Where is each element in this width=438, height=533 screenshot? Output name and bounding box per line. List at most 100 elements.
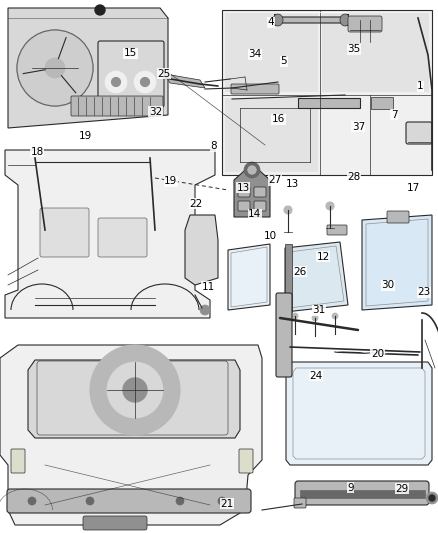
Polygon shape (322, 13, 429, 92)
Text: 12: 12 (317, 252, 330, 262)
Circle shape (218, 497, 226, 505)
Circle shape (28, 497, 36, 505)
FancyBboxPatch shape (276, 293, 292, 377)
Text: 7: 7 (391, 110, 398, 119)
Circle shape (200, 305, 210, 315)
Circle shape (141, 78, 149, 86)
Circle shape (95, 5, 105, 15)
Text: 30: 30 (381, 280, 394, 290)
Text: 29: 29 (396, 484, 409, 494)
Circle shape (292, 313, 298, 319)
FancyBboxPatch shape (254, 201, 266, 211)
Text: 5: 5 (280, 56, 287, 66)
Polygon shape (225, 98, 318, 172)
Text: 19: 19 (164, 176, 177, 186)
FancyBboxPatch shape (371, 97, 393, 109)
FancyBboxPatch shape (40, 208, 89, 257)
FancyBboxPatch shape (98, 218, 147, 257)
FancyBboxPatch shape (238, 187, 250, 197)
Text: 20: 20 (371, 350, 384, 359)
Text: 34: 34 (248, 50, 261, 59)
Text: 26: 26 (293, 267, 307, 277)
Text: 22: 22 (190, 199, 203, 208)
Circle shape (134, 71, 156, 93)
Circle shape (426, 492, 438, 504)
Circle shape (176, 497, 184, 505)
Circle shape (86, 497, 94, 505)
Text: 24: 24 (310, 371, 323, 381)
Text: 31: 31 (312, 305, 325, 315)
Text: 18: 18 (31, 147, 44, 157)
Text: 10: 10 (264, 231, 277, 240)
Text: 17: 17 (407, 183, 420, 192)
Circle shape (312, 315, 318, 321)
Text: 27: 27 (268, 175, 282, 185)
FancyBboxPatch shape (11, 449, 25, 473)
Circle shape (90, 345, 180, 435)
FancyBboxPatch shape (83, 516, 147, 530)
Text: 8: 8 (210, 141, 217, 151)
Polygon shape (225, 13, 318, 92)
Ellipse shape (340, 14, 350, 26)
Polygon shape (234, 164, 270, 217)
Circle shape (105, 71, 127, 93)
Circle shape (112, 78, 120, 86)
Text: 25: 25 (158, 69, 171, 78)
Text: 32: 32 (149, 107, 162, 117)
Polygon shape (0, 345, 262, 525)
FancyBboxPatch shape (300, 490, 425, 498)
Polygon shape (222, 10, 432, 175)
Text: 13: 13 (237, 183, 250, 192)
Polygon shape (28, 360, 240, 438)
Circle shape (429, 495, 435, 501)
FancyBboxPatch shape (348, 16, 382, 32)
Text: 16: 16 (272, 115, 285, 124)
FancyBboxPatch shape (275, 14, 348, 26)
Circle shape (326, 202, 334, 210)
Circle shape (107, 362, 163, 418)
Text: 37: 37 (352, 122, 365, 132)
FancyBboxPatch shape (238, 201, 250, 211)
FancyBboxPatch shape (387, 211, 409, 223)
Polygon shape (286, 362, 432, 465)
FancyBboxPatch shape (231, 84, 279, 94)
FancyBboxPatch shape (298, 98, 360, 108)
Text: 35: 35 (347, 44, 360, 54)
Circle shape (45, 58, 65, 78)
Text: 13: 13 (286, 179, 299, 189)
Text: 14: 14 (248, 209, 261, 219)
Text: 1: 1 (417, 82, 424, 91)
Text: 21: 21 (220, 499, 233, 508)
Text: 15: 15 (124, 49, 137, 58)
FancyBboxPatch shape (294, 498, 306, 508)
FancyBboxPatch shape (295, 481, 429, 505)
Polygon shape (5, 150, 215, 318)
Circle shape (17, 30, 93, 106)
FancyBboxPatch shape (254, 187, 266, 197)
Circle shape (284, 206, 292, 214)
FancyBboxPatch shape (285, 244, 292, 312)
Circle shape (248, 166, 256, 174)
Polygon shape (185, 215, 218, 285)
Text: 4: 4 (267, 18, 274, 27)
Text: 28: 28 (347, 172, 360, 182)
FancyBboxPatch shape (327, 225, 347, 235)
Polygon shape (362, 215, 432, 310)
FancyBboxPatch shape (98, 41, 164, 107)
FancyBboxPatch shape (406, 122, 432, 144)
FancyBboxPatch shape (7, 489, 251, 513)
Text: 23: 23 (417, 287, 431, 297)
Polygon shape (165, 74, 205, 88)
Ellipse shape (273, 14, 283, 26)
FancyBboxPatch shape (37, 361, 228, 435)
Circle shape (244, 162, 260, 178)
Polygon shape (8, 8, 168, 128)
Polygon shape (228, 244, 270, 310)
FancyBboxPatch shape (239, 449, 253, 473)
Text: 11: 11 (201, 282, 215, 292)
Circle shape (123, 378, 147, 402)
Circle shape (332, 313, 338, 319)
FancyBboxPatch shape (71, 96, 163, 116)
Polygon shape (285, 242, 348, 312)
Text: 19: 19 (79, 131, 92, 141)
